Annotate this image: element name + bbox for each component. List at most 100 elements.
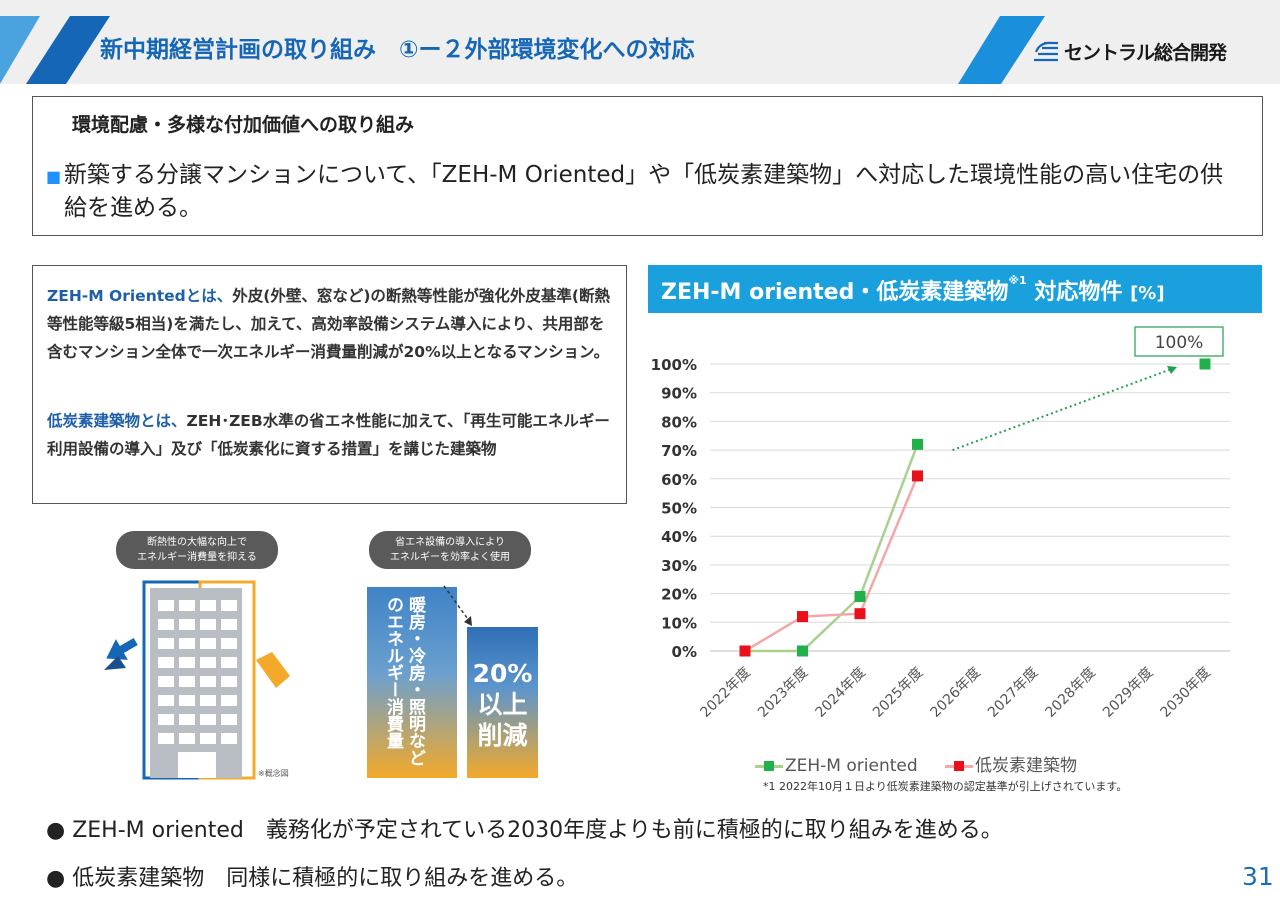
equipment-caption-line1: 省エネ設備の導入により xyxy=(395,537,505,548)
environment-text: 新築する分譲マンションについて、「ZEH-M Oriented」や「低炭素建築物… xyxy=(64,162,1224,221)
x-tick-label: 2027年度 xyxy=(985,665,1041,721)
logo-icon xyxy=(1034,41,1058,62)
building-window xyxy=(179,733,195,744)
annotation-box xyxy=(1134,326,1224,357)
chart-title-note-mark: ※1 xyxy=(1008,274,1027,287)
series-line xyxy=(744,475,919,653)
building-window xyxy=(221,619,237,630)
right-stripe xyxy=(958,16,1045,84)
x-tick-label: 2029年度 xyxy=(1100,665,1156,721)
building-window xyxy=(221,695,237,706)
building-window xyxy=(200,600,216,611)
data-point xyxy=(1199,358,1211,370)
chart-footnote: *1 2022年10月１日より低炭素建築物の認定基準が引上げされています。 xyxy=(763,780,1128,793)
building-door xyxy=(178,752,216,778)
building-window xyxy=(221,714,237,725)
square-bullet-icon: ■ xyxy=(46,167,62,186)
building-window xyxy=(200,714,216,725)
zeh-term: ZEH-M Orientedとは、 xyxy=(47,287,233,305)
x-tick-label: 2026年度 xyxy=(928,665,984,721)
page-number: 31 xyxy=(1242,862,1274,891)
building-window xyxy=(179,638,195,649)
page-title: 新中期経営計画の取り組み ①ー２外部環境変化への対応 xyxy=(100,37,695,63)
building-window xyxy=(158,657,174,668)
building-window xyxy=(200,695,216,706)
building-window xyxy=(158,619,174,630)
data-point xyxy=(854,590,866,602)
building-window xyxy=(221,733,237,744)
legend-line-zeh xyxy=(755,760,783,771)
x-tick-label: 2024年度 xyxy=(813,665,869,721)
building-illustration xyxy=(104,580,290,780)
data-point xyxy=(739,645,751,657)
building-window xyxy=(221,657,237,668)
data-point xyxy=(797,611,808,623)
x-tick-label: 2022年度 xyxy=(698,665,754,721)
building-window xyxy=(200,619,216,630)
chart-series xyxy=(739,358,1211,657)
zeh-policy-line: ● ZEH-M oriented 義務化が予定されている2030年度よりも前に積… xyxy=(46,818,1003,843)
building-window xyxy=(158,600,174,611)
x-tick-label: 2025年度 xyxy=(870,665,926,721)
building-window xyxy=(158,638,174,649)
equipment-caption: 省エネ設備の導入により エネルギーを効率よく使用 xyxy=(369,531,531,569)
heat-arrow-out-icon xyxy=(106,638,138,660)
annotation-label: 100% xyxy=(1155,333,1204,353)
low-carbon-definition: 低炭素建築物とは、ZEH･ZEB水準の省エネ性能に加えて、「再生可能エネルギー利… xyxy=(47,407,617,463)
legend-item-low-carbon: 低炭素建築物 xyxy=(945,751,1077,776)
y-tick-label: 0% xyxy=(672,643,697,661)
building-window xyxy=(158,695,174,706)
environment-heading: 環境配慮・多様な付加価値への取り組み xyxy=(72,114,415,136)
energy-bar-before xyxy=(367,587,457,778)
insulation-caption: 断熱性の大幅な向上で エネルギー消費量を抑える xyxy=(116,531,278,569)
x-tick-label: 2028年度 xyxy=(1043,665,1099,721)
chart-grid xyxy=(710,363,1230,652)
low-carbon-description: ZEH･ZEB水準の省エネ性能に加えて、「再生可能エネルギー利用設備の導入」及び… xyxy=(47,412,610,458)
zeh-definition: ZEH-M Orientedとは、外皮(外壁、窓など)の断熱等性能が強化外皮基準… xyxy=(47,282,617,366)
y-tick-label: 40% xyxy=(661,528,697,546)
building-window xyxy=(179,657,195,668)
building-window xyxy=(158,676,174,687)
legend-item-zeh: ZEH-M oriented xyxy=(755,756,918,776)
y-tick-label: 50% xyxy=(661,500,697,518)
x-axis-ticks: 2022年度 2023年度 2024年度 2025年度 2026年度 2027年度 2028… xyxy=(698,665,1214,721)
building-window xyxy=(179,714,195,725)
reduction-arrow-icon xyxy=(443,585,472,626)
left-stripe-light xyxy=(0,16,40,84)
y-tick-label: 10% xyxy=(661,614,697,632)
building-window xyxy=(179,600,195,611)
chart-title-bar xyxy=(648,265,1262,313)
x-tick-label: 2030年度 xyxy=(1158,665,1214,721)
data-point xyxy=(912,438,923,450)
y-tick-label: 100% xyxy=(651,356,697,374)
building-windows xyxy=(158,600,237,744)
trend-arrow-line xyxy=(952,366,1178,452)
low-carbon-term: 低炭素建築物とは、 xyxy=(47,412,187,430)
header-stripes xyxy=(0,16,1045,84)
y-tick-label: 30% xyxy=(661,557,697,575)
building-window xyxy=(221,638,237,649)
insulation-caption-line1: 断熱性の大幅な向上で xyxy=(147,537,247,548)
building-window xyxy=(179,676,195,687)
heat-arrow-in-icon xyxy=(256,652,290,688)
building-window xyxy=(158,714,174,725)
legend-label-zeh: ZEH-M oriented xyxy=(785,756,918,776)
building-window xyxy=(221,600,237,611)
zeh-description: 外皮(外壁、窓など)の断熱等性能が強化外皮基準(断熱等性能等級5相当)を満たし、… xyxy=(47,287,611,361)
building-window xyxy=(179,695,195,706)
left-stripe-dark xyxy=(26,16,110,84)
y-tick-label: 70% xyxy=(661,442,697,460)
building-window xyxy=(200,733,216,744)
y-tick-label: 80% xyxy=(661,413,697,431)
environment-box xyxy=(32,96,1263,236)
series-line xyxy=(745,443,919,653)
y-tick-label: 60% xyxy=(661,471,697,489)
building-window xyxy=(200,657,216,668)
building-window xyxy=(200,676,216,687)
energy-bar-after xyxy=(467,627,538,778)
energy-bar-label: 暖房・冷房・照明などのエネルギー消費量 xyxy=(383,596,425,766)
chart-title: ZEH-M oriented・低炭素建築物※1 対応物件 [%] xyxy=(661,274,1165,306)
building-window xyxy=(179,619,195,630)
legend-label-low-carbon: 低炭素建築物 xyxy=(975,756,1078,776)
chart-title-unit: [%] xyxy=(1130,283,1165,304)
